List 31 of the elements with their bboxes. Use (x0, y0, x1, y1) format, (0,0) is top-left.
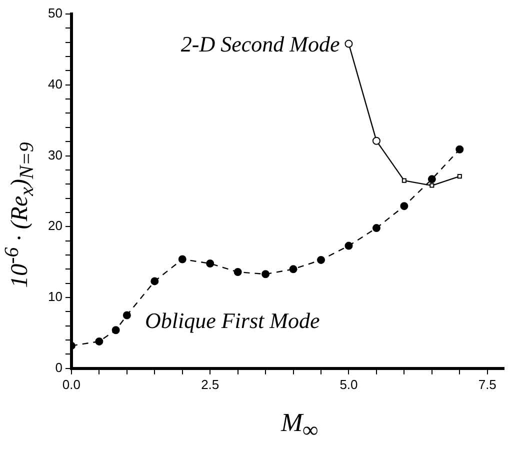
point (112, 326, 120, 334)
point (428, 175, 436, 184)
y-tick-label: 20 (48, 218, 62, 234)
x-tick-label: 0.0 (62, 376, 80, 392)
series-label: Oblique First Mode (144, 308, 320, 334)
point (430, 183, 434, 188)
point (262, 270, 270, 278)
series-label: 2-D Second Mode (180, 32, 340, 57)
point (206, 260, 214, 268)
point (122, 311, 131, 320)
point (317, 256, 326, 264)
x-tick-label: 7.5 (478, 376, 496, 392)
point (402, 178, 406, 183)
y-tick-label: 10 (48, 289, 62, 304)
point (150, 277, 159, 286)
x-axis-title: M$_{∞}$ (280, 408, 320, 444)
point (289, 265, 298, 274)
y-tick-label: 30 (48, 147, 62, 162)
x-tick-label: 2.5 (201, 376, 220, 392)
point (234, 268, 242, 276)
point (95, 337, 104, 346)
point (372, 224, 380, 232)
point (457, 174, 462, 179)
point (400, 202, 408, 210)
y-tick-label: 40 (48, 76, 62, 92)
x-tick-label: 5.0 (340, 376, 358, 392)
point (178, 255, 186, 264)
y-tick-label: 0 (55, 360, 62, 375)
point (456, 145, 464, 154)
point (344, 242, 353, 250)
y-tick-label: 50 (48, 6, 62, 21)
